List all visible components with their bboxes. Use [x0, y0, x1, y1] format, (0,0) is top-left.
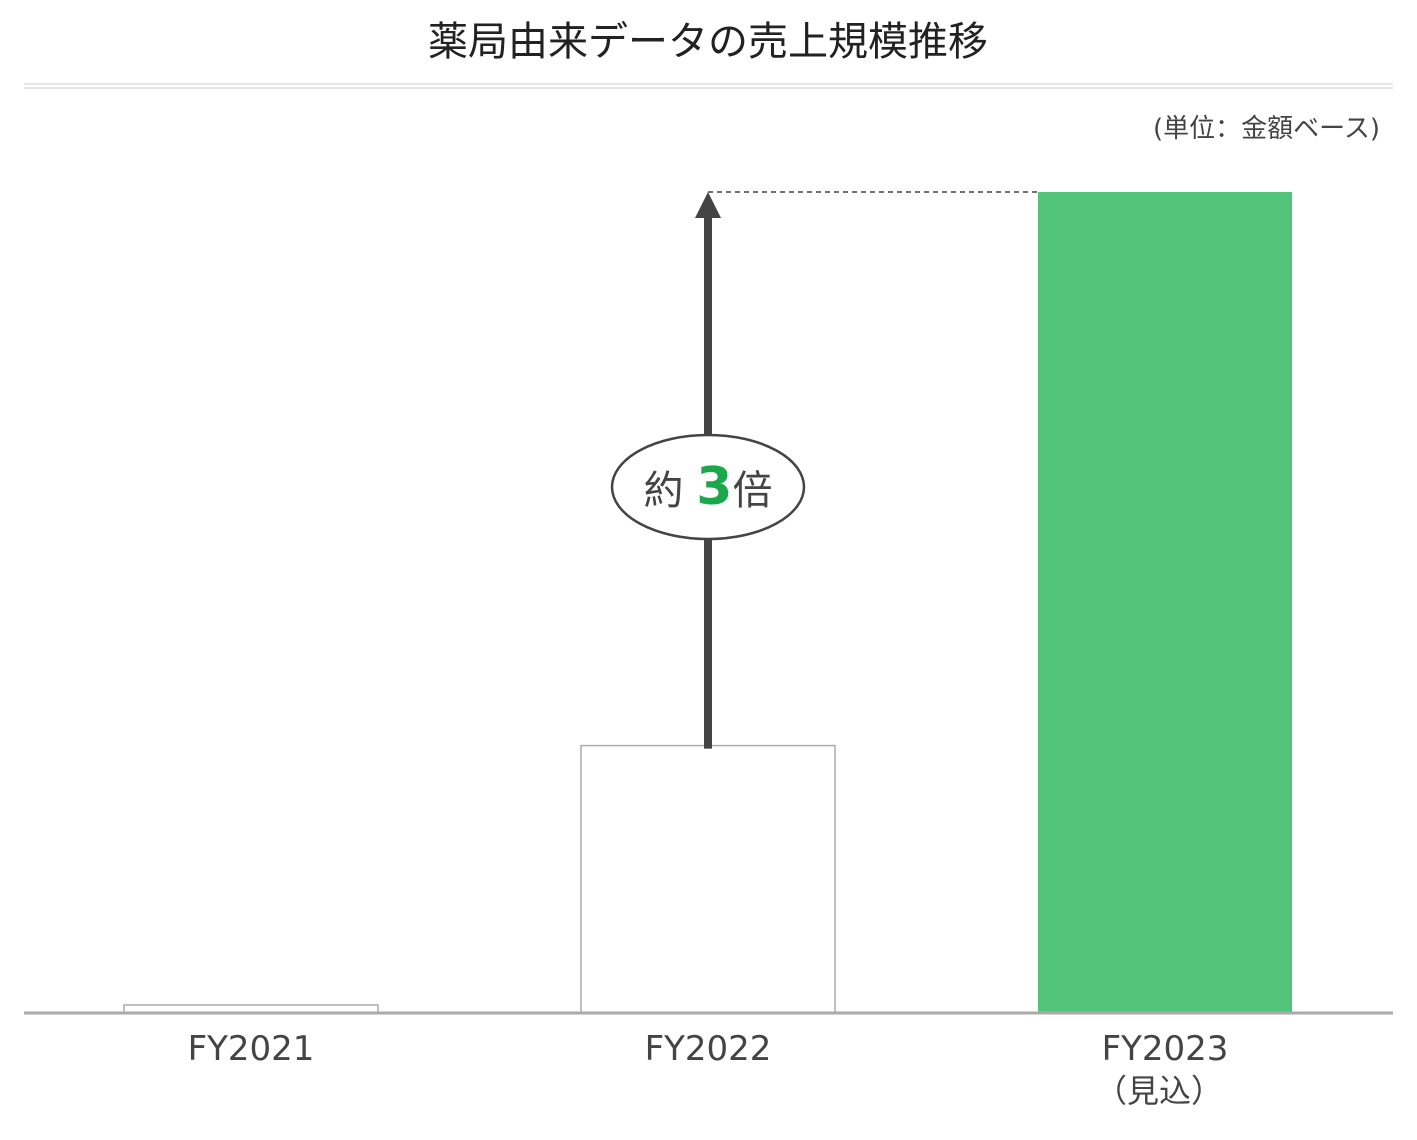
multiplier-number: 3: [696, 457, 732, 517]
x-tick-label: FY2021: [188, 1029, 315, 1069]
chart-title: 薬局由来データの売上規模推移: [428, 19, 988, 65]
bar-fy2023: [1038, 192, 1292, 1013]
x-tick-label: FY2023: [1102, 1029, 1229, 1069]
multiplier-prefix: 約: [644, 468, 684, 514]
x-tick-label: FY2022: [645, 1029, 772, 1069]
x-tick-sublabel: （見込）: [1095, 1072, 1223, 1110]
growth-annotation: 約 3倍: [610, 191, 1038, 749]
multiplier-bubble: [610, 433, 806, 541]
x-axis-labels: FY2021 FY2022 FY2023（見込）: [188, 1029, 1229, 1110]
unit-note: (単位：金額ベース): [1153, 114, 1380, 144]
multiplier-label: 約 3倍: [644, 457, 773, 517]
title-divider: [24, 83, 1393, 89]
bars: [123, 192, 1292, 1014]
bar-fy2022: [580, 744, 836, 1014]
multiplier-suffix: 倍: [732, 468, 772, 514]
arrow-up-icon: [695, 192, 721, 218]
